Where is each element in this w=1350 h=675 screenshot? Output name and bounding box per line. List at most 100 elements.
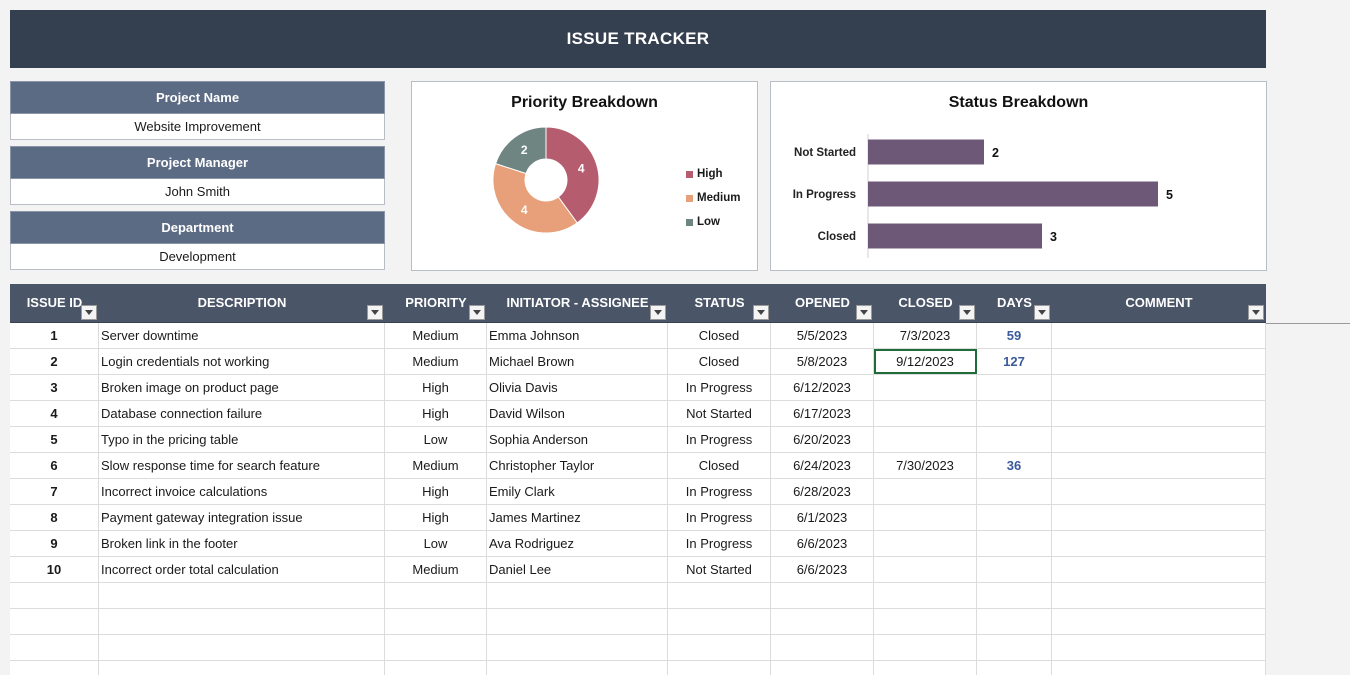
cell-description[interactable]: Incorrect order total calculation <box>99 557 385 582</box>
cell-status[interactable]: Closed <box>668 453 771 478</box>
cell-comment[interactable] <box>1052 531 1266 556</box>
cell-initiator-assignee[interactable] <box>487 661 668 675</box>
cell-description[interactable]: Broken link in the footer <box>99 531 385 556</box>
filter-dropdown-icon[interactable] <box>959 305 975 320</box>
cell-status[interactable]: Not Started <box>668 557 771 582</box>
cell-initiator-assignee[interactable]: Ava Rodriguez <box>487 531 668 556</box>
cell-initiator-assignee[interactable]: Olivia Davis <box>487 375 668 400</box>
cell-initiator-assignee[interactable]: David Wilson <box>487 401 668 426</box>
cell-days[interactable] <box>977 375 1052 400</box>
cell-comment[interactable] <box>1052 453 1266 478</box>
cell-days[interactable] <box>977 661 1052 675</box>
bar-closed[interactable] <box>868 223 1042 249</box>
cell-status[interactable] <box>668 661 771 675</box>
cell-initiator-assignee[interactable]: Christopher Taylor <box>487 453 668 478</box>
department-cell[interactable]: Development <box>10 244 385 270</box>
cell-opened[interactable]: 6/17/2023 <box>771 401 874 426</box>
cell-days[interactable] <box>977 635 1052 660</box>
column-header-priority[interactable]: PRIORITY <box>385 284 487 322</box>
cell-days[interactable] <box>977 479 1052 504</box>
cell-days[interactable]: 59 <box>977 323 1052 348</box>
filter-dropdown-icon[interactable] <box>1034 305 1050 320</box>
cell-comment[interactable] <box>1052 661 1266 675</box>
filter-dropdown-icon[interactable] <box>753 305 769 320</box>
bar-not-started[interactable] <box>868 139 984 165</box>
cell-issue-id[interactable]: 2 <box>10 349 99 374</box>
cell-status[interactable] <box>668 635 771 660</box>
cell-opened[interactable]: 5/8/2023 <box>771 349 874 374</box>
cell-closed[interactable]: 7/3/2023 <box>874 323 977 348</box>
cell-status[interactable]: In Progress <box>668 375 771 400</box>
cell-days[interactable] <box>977 427 1052 452</box>
cell-closed[interactable]: 7/30/2023 <box>874 453 977 478</box>
cell-days[interactable]: 127 <box>977 349 1052 374</box>
cell-closed[interactable] <box>874 427 977 452</box>
cell-comment[interactable] <box>1052 323 1266 348</box>
cell-priority[interactable] <box>385 583 487 608</box>
cell-closed[interactable] <box>874 401 977 426</box>
column-header-closed[interactable]: CLOSED <box>874 284 977 322</box>
cell-initiator-assignee[interactable]: Emily Clark <box>487 479 668 504</box>
cell-days[interactable]: 36 <box>977 453 1052 478</box>
cell-status[interactable]: Not Started <box>668 401 771 426</box>
cell-issue-id[interactable] <box>10 635 99 660</box>
pie-slice-high[interactable] <box>545 126 600 224</box>
cell-priority[interactable] <box>385 609 487 634</box>
filter-dropdown-icon[interactable] <box>1248 305 1264 320</box>
cell-status[interactable] <box>668 609 771 634</box>
cell-description[interactable]: Slow response time for search feature <box>99 453 385 478</box>
cell-status[interactable]: In Progress <box>668 427 771 452</box>
cell-initiator-assignee[interactable] <box>487 635 668 660</box>
cell-description[interactable]: Login credentials not working <box>99 349 385 374</box>
cell-opened[interactable]: 6/20/2023 <box>771 427 874 452</box>
cell-description[interactable] <box>99 583 385 608</box>
cell-opened[interactable]: 6/6/2023 <box>771 531 874 556</box>
cell-status[interactable]: Closed <box>668 349 771 374</box>
cell-days[interactable] <box>977 557 1052 582</box>
cell-description[interactable]: Database connection failure <box>99 401 385 426</box>
cell-closed[interactable] <box>874 583 977 608</box>
cell-priority[interactable]: Low <box>385 531 487 556</box>
cell-issue-id[interactable]: 8 <box>10 505 99 530</box>
cell-status[interactable]: Closed <box>668 323 771 348</box>
cell-opened[interactable] <box>771 583 874 608</box>
project-manager-cell[interactable]: John Smith <box>10 179 385 205</box>
filter-dropdown-icon[interactable] <box>856 305 872 320</box>
cell-closed[interactable] <box>874 479 977 504</box>
pie-slice-low[interactable] <box>494 126 547 175</box>
filter-dropdown-icon[interactable] <box>650 305 666 320</box>
cell-description[interactable]: Payment gateway integration issue <box>99 505 385 530</box>
cell-priority[interactable]: Medium <box>385 349 487 374</box>
cell-opened[interactable]: 5/5/2023 <box>771 323 874 348</box>
cell-opened[interactable]: 6/6/2023 <box>771 557 874 582</box>
cell-priority[interactable] <box>385 661 487 675</box>
cell-status[interactable]: In Progress <box>668 531 771 556</box>
cell-priority[interactable]: Medium <box>385 557 487 582</box>
cell-issue-id[interactable]: 5 <box>10 427 99 452</box>
cell-description[interactable] <box>99 635 385 660</box>
pie-slice-medium[interactable] <box>492 162 578 234</box>
filter-dropdown-icon[interactable] <box>469 305 485 320</box>
cell-priority[interactable]: Medium <box>385 453 487 478</box>
cell-closed[interactable] <box>874 609 977 634</box>
cell-comment[interactable] <box>1052 583 1266 608</box>
column-header-initiator-assignee[interactable]: INITIATOR - ASSIGNEE <box>487 284 668 322</box>
cell-description[interactable]: Broken image on product page <box>99 375 385 400</box>
cell-initiator-assignee[interactable]: James Martinez <box>487 505 668 530</box>
cell-opened[interactable]: 6/24/2023 <box>771 453 874 478</box>
cell-comment[interactable] <box>1052 635 1266 660</box>
cell-priority[interactable]: Low <box>385 427 487 452</box>
column-header-description[interactable]: DESCRIPTION <box>99 284 385 322</box>
cell-issue-id[interactable]: 10 <box>10 557 99 582</box>
cell-issue-id[interactable]: 7 <box>10 479 99 504</box>
cell-comment[interactable] <box>1052 375 1266 400</box>
cell-issue-id[interactable]: 4 <box>10 401 99 426</box>
cell-issue-id[interactable]: 1 <box>10 323 99 348</box>
cell-comment[interactable] <box>1052 609 1266 634</box>
cell-comment[interactable] <box>1052 427 1266 452</box>
cell-days[interactable] <box>977 505 1052 530</box>
cell-priority[interactable]: High <box>385 401 487 426</box>
cell-comment[interactable] <box>1052 479 1266 504</box>
cell-description[interactable] <box>99 661 385 675</box>
cell-closed[interactable] <box>874 505 977 530</box>
